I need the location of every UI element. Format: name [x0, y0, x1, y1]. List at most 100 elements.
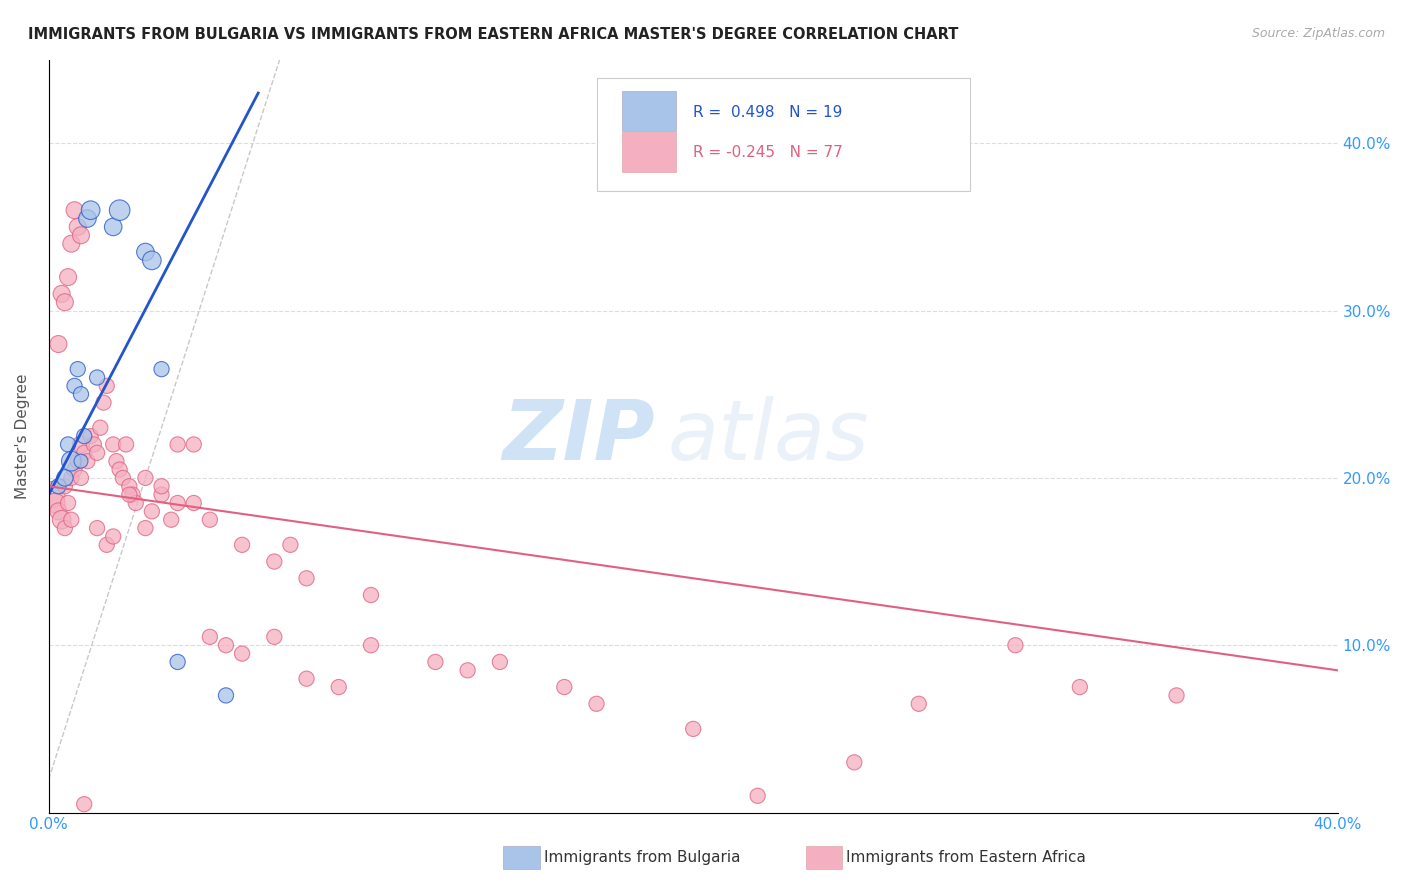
FancyBboxPatch shape	[623, 132, 676, 172]
Text: Source: ZipAtlas.com: Source: ZipAtlas.com	[1251, 27, 1385, 40]
Point	[79, 429, 101, 443]
Text: IMMIGRANTS FROM BULGARIA VS IMMIGRANTS FROM EASTERN AFRICA MASTER'S DEGREE CORRE: IMMIGRANTS FROM BULGARIA VS IMMIGRANTS F…	[28, 27, 959, 42]
Point	[76, 454, 98, 468]
Point	[425, 655, 447, 669]
Point	[295, 672, 318, 686]
Point	[134, 245, 156, 260]
Point	[682, 722, 704, 736]
Point	[553, 680, 575, 694]
Point	[51, 513, 73, 527]
Point	[70, 471, 93, 485]
Point	[295, 571, 318, 585]
Text: atlas: atlas	[668, 395, 869, 476]
Point	[56, 437, 79, 451]
Point	[86, 370, 108, 384]
Text: R = -0.245   N = 77: R = -0.245 N = 77	[693, 145, 844, 160]
Point	[44, 496, 66, 510]
Point	[93, 395, 115, 409]
Point	[48, 479, 70, 493]
Point	[280, 538, 302, 552]
Point	[96, 379, 118, 393]
Point	[66, 454, 89, 468]
Point	[76, 211, 98, 226]
Point	[150, 479, 173, 493]
Point	[907, 697, 929, 711]
Point	[585, 697, 607, 711]
Point	[60, 513, 83, 527]
Point	[41, 488, 63, 502]
Point	[89, 420, 111, 434]
Point	[79, 203, 101, 218]
Point	[215, 689, 238, 703]
Point	[73, 797, 96, 812]
Point	[198, 630, 221, 644]
Point	[63, 462, 86, 476]
Point	[125, 496, 148, 510]
Point	[96, 538, 118, 552]
Point	[73, 429, 96, 443]
Point	[160, 513, 183, 527]
Point	[844, 756, 866, 770]
Text: R =  0.498   N = 19: R = 0.498 N = 19	[693, 104, 842, 120]
Point	[134, 471, 156, 485]
Point	[103, 529, 125, 543]
Point	[118, 488, 141, 502]
Point	[360, 588, 382, 602]
Point	[56, 270, 79, 285]
Point	[73, 446, 96, 460]
Point	[53, 479, 76, 493]
Point	[103, 219, 125, 234]
Point	[70, 228, 93, 243]
Point	[86, 446, 108, 460]
Point	[457, 663, 479, 677]
Y-axis label: Master's Degree: Master's Degree	[15, 374, 30, 499]
Point	[263, 630, 285, 644]
Point	[121, 488, 143, 502]
Point	[183, 496, 205, 510]
Point	[150, 362, 173, 376]
Point	[231, 647, 253, 661]
Point	[1004, 638, 1026, 652]
Point	[489, 655, 512, 669]
FancyBboxPatch shape	[596, 78, 970, 192]
Point	[56, 496, 79, 510]
Point	[108, 462, 131, 476]
Point	[183, 437, 205, 451]
Point	[60, 236, 83, 251]
Point	[215, 638, 238, 652]
Point	[66, 219, 89, 234]
Point	[141, 504, 163, 518]
Point	[166, 437, 188, 451]
Point	[108, 203, 131, 218]
Point	[166, 655, 188, 669]
FancyBboxPatch shape	[623, 91, 676, 131]
Point	[328, 680, 350, 694]
Point	[103, 437, 125, 451]
Point	[231, 538, 253, 552]
Point	[105, 454, 128, 468]
Point	[60, 471, 83, 485]
Point	[63, 203, 86, 218]
Point	[150, 488, 173, 502]
Point	[83, 437, 105, 451]
Point	[70, 387, 93, 401]
Point	[115, 437, 138, 451]
Point	[747, 789, 769, 803]
Text: Immigrants from Bulgaria: Immigrants from Bulgaria	[544, 850, 741, 864]
Point	[48, 504, 70, 518]
Point	[70, 454, 93, 468]
Point	[1069, 680, 1091, 694]
Point	[53, 521, 76, 535]
Point	[70, 437, 93, 451]
Point	[198, 513, 221, 527]
Point	[63, 379, 86, 393]
Point	[263, 555, 285, 569]
Point	[111, 471, 134, 485]
Point	[48, 337, 70, 351]
Point	[53, 471, 76, 485]
Point	[118, 479, 141, 493]
Point	[1166, 689, 1188, 703]
Point	[86, 521, 108, 535]
Point	[60, 454, 83, 468]
Point	[360, 638, 382, 652]
